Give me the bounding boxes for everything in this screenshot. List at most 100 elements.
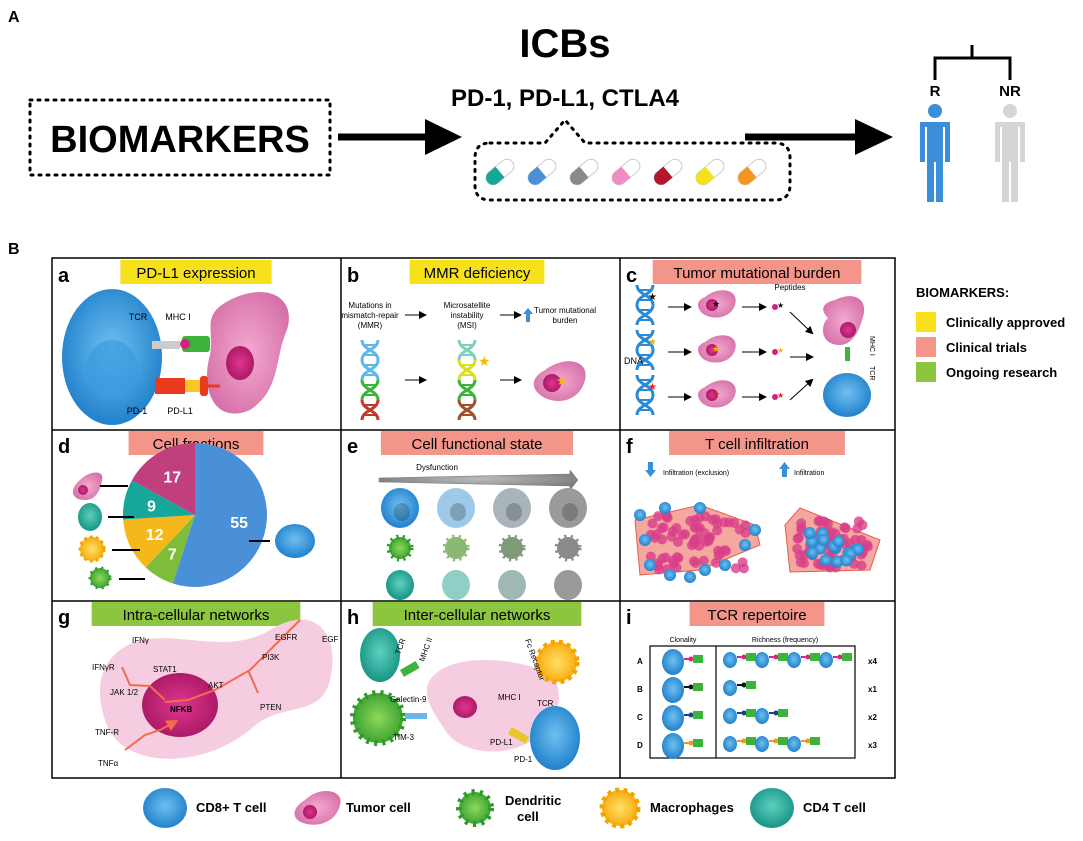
mhc-i-label: MHC I: [498, 693, 521, 702]
t-cell: [719, 559, 731, 571]
panel-title: Inter-cellular networks: [404, 607, 551, 624]
panel-letter: e: [347, 436, 358, 458]
pie-slice: [145, 515, 195, 584]
t-cell: [437, 488, 475, 528]
panel-letter: f: [626, 436, 633, 458]
panel-title-badge: [669, 431, 845, 455]
clone-count: x1: [868, 685, 877, 694]
panel-g-header: Intra-cellular networks g: [58, 602, 301, 629]
tim3-label: TIM-3: [393, 733, 414, 742]
mutation-star-icon: ★: [648, 337, 657, 348]
t-cell: [694, 502, 706, 514]
tumor-cell: [658, 522, 669, 533]
t-cell: [634, 509, 646, 521]
tumor-cell: [653, 511, 664, 522]
tumor-cell: [856, 560, 867, 571]
tumor-cell: [715, 548, 726, 559]
tcr-label: TCR: [537, 699, 554, 708]
panel-e: Dysfunction: [378, 463, 587, 600]
biomarkers-box: [28, 98, 332, 177]
panel-title-badge: [372, 602, 582, 626]
t-cell: [659, 502, 671, 514]
tumor-cell: [653, 564, 664, 575]
panel-grid: [51, 257, 896, 779]
panel-title: T cell infiltration: [705, 436, 809, 453]
ifngr-label: IFNγR: [92, 663, 115, 672]
t-cell: [549, 488, 587, 528]
peptide: [772, 394, 778, 400]
pdl1-label: PD-L1: [167, 406, 193, 416]
up-arrow-icon: [523, 308, 533, 322]
mutation-star-icon: ★: [777, 346, 784, 355]
tumor-cell: [840, 523, 851, 534]
tcr-receptor: [746, 681, 756, 689]
panel-letter: h: [347, 607, 359, 629]
cd4-t-cell: [360, 628, 400, 682]
tmb-step-label: Tumor mutational burden: [534, 306, 596, 325]
peptides-label: Peptides: [774, 283, 805, 292]
tumor-cell: [792, 533, 803, 544]
mutation-star-icon: ★: [712, 299, 720, 309]
macrophage-icon: [599, 787, 641, 829]
tumor-cell: [668, 526, 679, 537]
dysfunction-label: Dysfunction: [416, 463, 458, 472]
panel-letter: d: [58, 436, 70, 458]
legend-swatch: [916, 337, 936, 357]
pie-label: 7: [168, 546, 177, 563]
tumor-cell: [672, 536, 683, 547]
tcr-receptor: [693, 711, 703, 719]
dendritic-label: Dendritic: [505, 793, 561, 808]
cd8-t-cell: [530, 706, 580, 770]
tumor-cell: [645, 551, 656, 562]
panel-d: 55 712 9 17: [73, 443, 315, 590]
mutation-star-icon: ★: [556, 373, 568, 388]
section-a-label: A: [8, 9, 20, 26]
tumor-cell: [677, 529, 688, 540]
panel-letter: i: [626, 607, 632, 629]
panel-title: MMR deficiency: [424, 265, 531, 282]
panel-f-header: T cell infiltration f: [626, 431, 845, 458]
panel-letter: a: [58, 265, 70, 287]
peptide: [772, 304, 778, 310]
dna-helix-icon: [635, 329, 655, 371]
pie-label: 9: [147, 498, 156, 515]
panel-h: TCR MHC II Fc Receptor Galectin-9 TIM-3 …: [350, 628, 580, 770]
t-cell: [832, 535, 845, 548]
t-cell: [817, 533, 830, 546]
tumor-cell: [711, 557, 722, 568]
panel-title: Cell functional state: [412, 436, 543, 453]
panel-title: Tumor mutational burden: [673, 265, 840, 282]
dendritic-cell: [442, 534, 470, 562]
tcr-receptor: [746, 653, 756, 661]
cd4-t-cell: [442, 570, 470, 600]
clone-label: B: [637, 685, 643, 694]
tumor-cell: [667, 555, 678, 566]
t-cell: [739, 539, 751, 551]
pill-icon: [653, 158, 683, 186]
tumor-cell: [690, 557, 701, 568]
panel-letter: c: [626, 265, 637, 287]
richness-header: Richness (frequency): [752, 637, 818, 644]
egf-label: EGF: [322, 635, 339, 644]
panel-title-badge: [120, 260, 272, 284]
t-cell: [819, 554, 832, 567]
tumor-cell: [703, 535, 714, 546]
tcr-receptor: [152, 341, 180, 349]
cd4-label: CD4 T cell: [803, 800, 866, 815]
pill-icon: [569, 158, 599, 186]
dna-helix-icon: [360, 339, 380, 421]
t-cell: [755, 708, 769, 724]
t-cell: [840, 554, 853, 567]
cd8-t-cell-icon: [143, 788, 187, 828]
legend-title: BIOMARKERS:: [916, 285, 1009, 300]
tnfr-label: TNF-R: [95, 728, 119, 737]
panel-g: IFNγ IFNγR STAT1 JAK 1/2 NFKB AKT PI3K E…: [92, 619, 339, 768]
panel-a: TCR MHC I PD-1 PD-L1: [62, 289, 289, 425]
mutation-star-icon: ★: [712, 344, 720, 354]
tumor-cell: [647, 518, 658, 529]
panel-title: TCR repertoire: [707, 607, 806, 624]
cd4-t-cell-icon: [750, 788, 794, 828]
tumor-cell: [724, 517, 735, 528]
panel-b-header: MMR deficiency b: [347, 260, 545, 287]
